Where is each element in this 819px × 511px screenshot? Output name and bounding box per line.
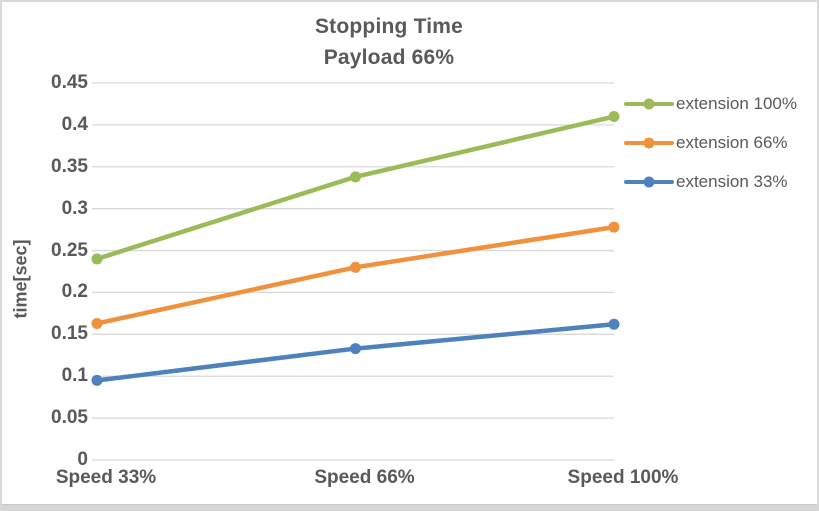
data-point-marker [608, 318, 620, 330]
series-extension-66-[interactable] [91, 221, 620, 329]
series-extension-33-[interactable] [91, 318, 620, 386]
legend-label: extension 66% [676, 133, 788, 152]
y-tick-label: 0.05 [51, 407, 88, 429]
data-point-marker [350, 343, 361, 355]
y-tick-label: 0.4 [61, 113, 88, 135]
bottom-border [2, 504, 817, 511]
y-tick-label: 0 [77, 449, 88, 470]
data-point-marker [91, 317, 103, 329]
legend-item-extension-66-[interactable]: extension 66% [624, 133, 797, 153]
chart-title-line2: Payload 66% [323, 46, 455, 69]
y-tick-label: 0.1 [61, 365, 88, 387]
y-tick-label: 0.3 [61, 197, 88, 219]
legend-item-extension-33-[interactable]: extension 33% [624, 172, 797, 192]
data-point-marker [350, 171, 361, 183]
legend-marker-icon [624, 98, 674, 110]
data-point-marker [91, 253, 103, 265]
y-tick-label: 0.45 [51, 72, 88, 93]
x-axis-label: Speed 66% [314, 467, 415, 488]
series-line [94, 224, 617, 326]
y-tick-label: 0.2 [61, 281, 88, 303]
data-point-marker [350, 261, 361, 273]
y-tick-label: 0.25 [51, 239, 88, 261]
chart-title-line1: Stopping Time [314, 15, 464, 38]
legend-label: extension 100% [676, 94, 797, 113]
y-tick-label: 0.15 [51, 323, 88, 345]
series-extension-100-[interactable] [91, 111, 620, 265]
data-point-marker [608, 221, 620, 233]
y-tick-label: 0.35 [51, 155, 88, 177]
legend-marker-icon [624, 176, 674, 188]
data-point-marker [91, 374, 103, 386]
legend-marker-icon [624, 137, 674, 149]
legend-item-extension-100-[interactable]: extension 100% [624, 94, 797, 114]
legend-label: extension 33% [676, 172, 788, 191]
x-axis-label: Speed 33% [55, 467, 157, 488]
x-axis-label: Speed 100% [567, 467, 679, 488]
data-point-marker [608, 111, 620, 123]
chart-title[interactable]: Stopping Time Payload 66% [2, 11, 817, 73]
legend[interactable]: extension 100% extension 66% extension 33% [624, 94, 797, 192]
